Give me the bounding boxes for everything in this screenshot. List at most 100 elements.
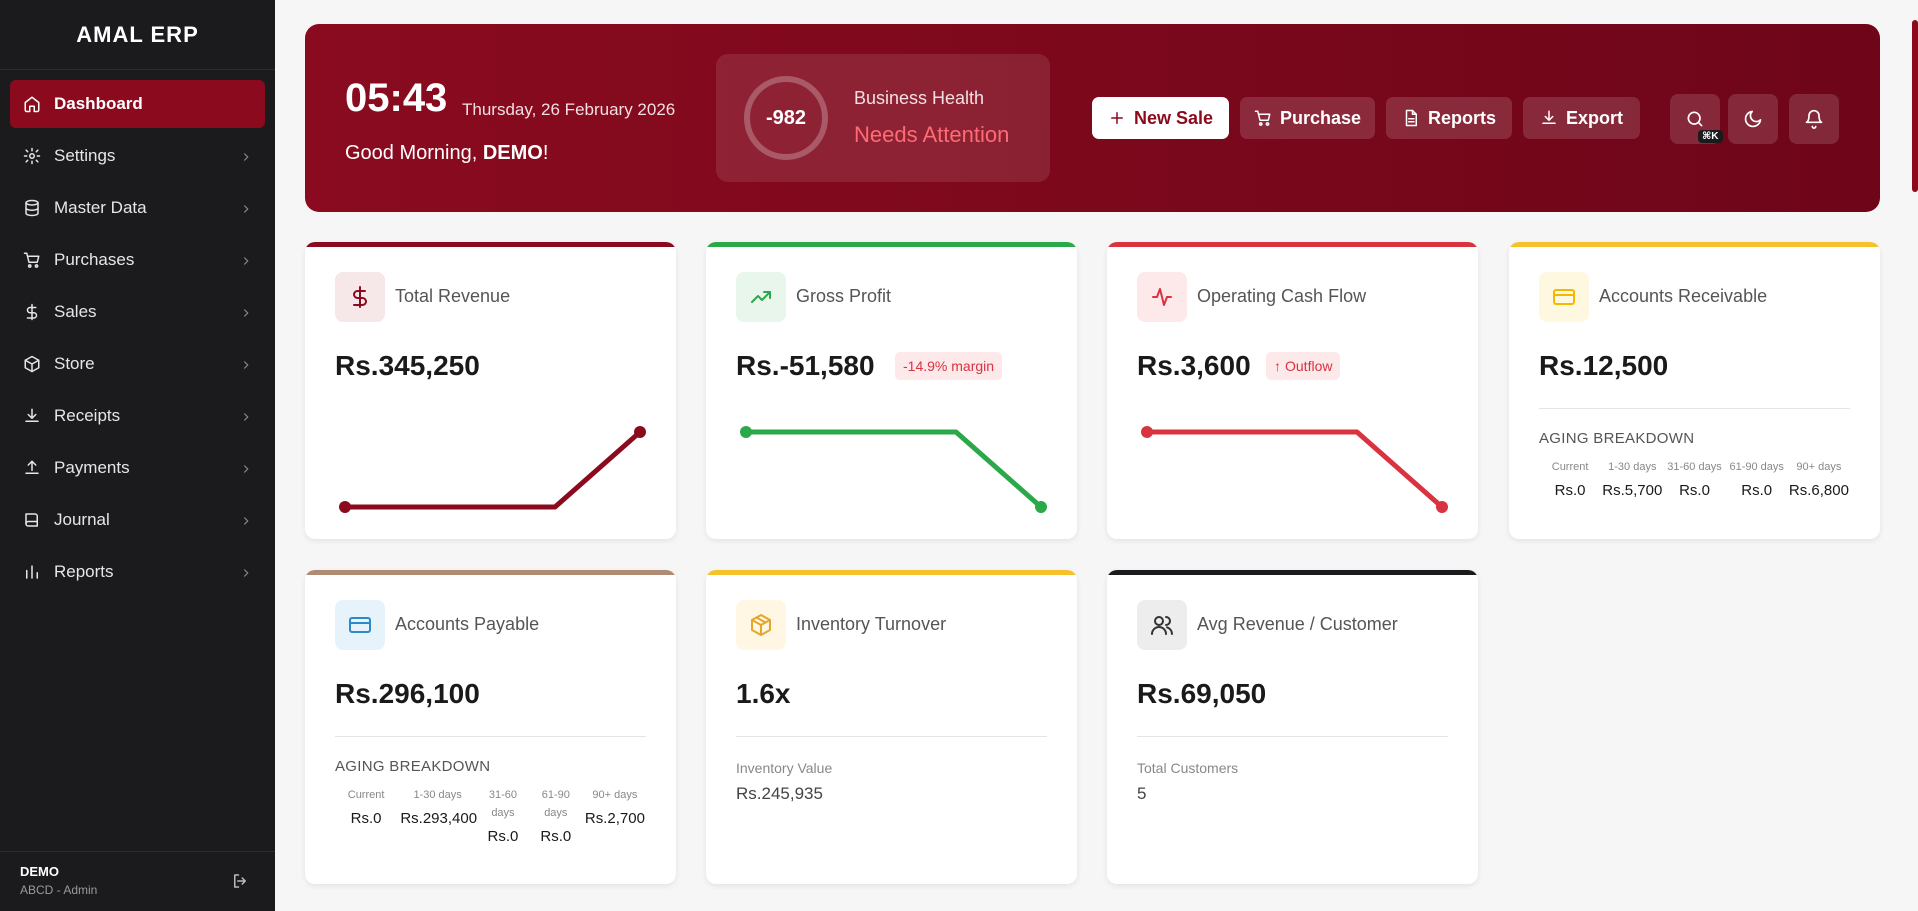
users-icon bbox=[1137, 600, 1187, 650]
chevron-right-icon bbox=[239, 409, 253, 423]
chevron-right-icon bbox=[239, 565, 253, 579]
sparkline-point bbox=[1436, 501, 1448, 513]
sidebar-item-master-data[interactable]: Master Data bbox=[10, 184, 265, 232]
sidebar-item-payments[interactable]: Payments bbox=[10, 444, 265, 492]
aging-value: Rs.2,700 bbox=[584, 810, 645, 827]
document-icon bbox=[1405, 109, 1417, 127]
purchase-button[interactable]: Purchase bbox=[1240, 97, 1375, 139]
card-title: Accounts Payable bbox=[395, 614, 540, 634]
sparkline-point bbox=[1141, 426, 1153, 438]
aging-value: Rs.0 bbox=[1679, 482, 1710, 499]
total-customers-label: Total Customers bbox=[1137, 760, 1239, 776]
card-value: 1.6x bbox=[736, 678, 791, 709]
sidebar-item-label: Purchases bbox=[54, 250, 135, 269]
sidebar-item-label: Store bbox=[54, 354, 95, 373]
card-accent-bar bbox=[706, 570, 1077, 575]
cart-icon bbox=[22, 250, 42, 270]
chevron-right-icon bbox=[239, 253, 253, 267]
card-accent-bar bbox=[305, 242, 676, 247]
card-title: Accounts Receivable bbox=[1599, 286, 1768, 306]
logout-icon[interactable] bbox=[231, 872, 251, 892]
chart-icon bbox=[22, 562, 42, 582]
credit-card-icon bbox=[1539, 272, 1589, 322]
gross-profit-card: Gross Profit Rs.-51,580 -14.9% margin bbox=[706, 242, 1077, 539]
aging-value: Rs.0 bbox=[350, 810, 382, 827]
sidebar-item-label: Sales bbox=[54, 302, 97, 321]
aging-breakdown: Current Rs.0 1-30 days Rs.5,700 31-60 days… bbox=[1539, 458, 1850, 499]
sidebar-item-purchases[interactable]: Purchases bbox=[10, 236, 265, 284]
search-shortcut: ⌘K bbox=[1698, 130, 1723, 143]
search-icon bbox=[1687, 111, 1703, 127]
health-status: Needs Attention bbox=[854, 122, 1010, 147]
activity-icon bbox=[1137, 272, 1187, 322]
new-sale-label: New Sale bbox=[1133, 107, 1214, 128]
sidebar-item-receipts[interactable]: Receipts bbox=[10, 392, 265, 440]
card-value: Rs.69,050 bbox=[1137, 678, 1267, 709]
moon-icon bbox=[1744, 110, 1762, 128]
gear-icon bbox=[22, 146, 42, 166]
aging-title: AGING BREAKDOWN bbox=[335, 758, 491, 775]
sidebar-item-dashboard[interactable]: Dashboard bbox=[10, 80, 265, 128]
user-profile: DEMO ABCD - Admin bbox=[0, 851, 275, 911]
plus-icon bbox=[1110, 112, 1123, 124]
sparkline-point bbox=[740, 426, 752, 438]
download-icon bbox=[22, 406, 42, 426]
operating-cash-flow-card: Operating Cash Flow Rs.3,600 ↑ Outflow bbox=[1107, 242, 1478, 539]
export-button[interactable]: Export bbox=[1523, 97, 1640, 139]
cashflow-sparkline bbox=[1141, 426, 1448, 513]
divider bbox=[1137, 736, 1448, 737]
accounts-receivable-card: Accounts Receivable Rs.12,500 AGING BREA… bbox=[1509, 242, 1880, 539]
sidebar-item-label: Master Data bbox=[54, 198, 147, 217]
notifications-button[interactable] bbox=[1789, 94, 1839, 144]
card-title: Gross Profit bbox=[796, 286, 892, 306]
new-sale-button[interactable]: New Sale bbox=[1092, 97, 1229, 139]
aging-bucket: 31-60 days Rs.0 bbox=[1663, 458, 1725, 499]
aging-value: Rs.5,700 bbox=[1602, 482, 1663, 499]
aging-title: AGING BREAKDOWN bbox=[1539, 430, 1695, 447]
aging-label: Current bbox=[347, 789, 385, 801]
package-icon bbox=[736, 600, 786, 650]
sidebar-item-store[interactable]: Store bbox=[10, 340, 265, 388]
card-accent-bar bbox=[706, 242, 1077, 247]
aging-bucket: 61-90 days Rs.0 bbox=[1726, 458, 1788, 499]
sparkline-point bbox=[339, 501, 351, 513]
search-button[interactable]: ⌘K bbox=[1670, 94, 1723, 144]
aging-value: Rs.0 bbox=[1741, 482, 1773, 499]
theme-toggle-button[interactable] bbox=[1728, 94, 1778, 144]
sidebar-item-sales[interactable]: Sales bbox=[10, 288, 265, 336]
reports-button[interactable]: Reports bbox=[1386, 97, 1512, 139]
scrollbar[interactable] bbox=[1912, 20, 1918, 192]
card-title: Total Revenue bbox=[395, 286, 511, 306]
aging-bucket: 31-60 days Rs.0 bbox=[478, 786, 528, 845]
card-value: Rs.296,100 bbox=[335, 678, 480, 709]
sidebar-item-journal[interactable]: Journal bbox=[10, 496, 265, 544]
cart-icon bbox=[1254, 110, 1271, 126]
current-date: Thursday, 26 February 2026 bbox=[462, 100, 676, 119]
sidebar-item-settings[interactable]: Settings bbox=[10, 132, 265, 180]
sidebar-item-label: Payments bbox=[54, 458, 130, 477]
dollar-icon bbox=[335, 272, 385, 322]
sparkline-path bbox=[345, 430, 642, 510]
sidebar: AMAL ERP Dashboard Settings Master Data … bbox=[0, 0, 275, 911]
revenue-sparkline bbox=[339, 426, 646, 513]
aging-bucket: Current Rs.0 bbox=[335, 786, 397, 845]
home-icon bbox=[22, 94, 42, 114]
card-value: Rs.-51,580 bbox=[736, 350, 875, 381]
chevron-right-icon bbox=[239, 305, 253, 319]
aging-bucket: 1-30 days Rs.5,700 bbox=[1601, 458, 1663, 499]
card-title: Inventory Turnover bbox=[796, 614, 947, 634]
business-health-panel: -982 Business Health Needs Attention bbox=[716, 54, 1050, 182]
aging-bucket: 61-90 days Rs.0 bbox=[531, 786, 581, 845]
divider bbox=[335, 736, 646, 737]
inventory-value-label: Inventory Value bbox=[736, 760, 833, 776]
aging-value: Rs.293,400 bbox=[400, 810, 478, 827]
sidebar-item-reports[interactable]: Reports bbox=[10, 548, 265, 596]
card-accent-bar bbox=[1107, 570, 1478, 575]
brand-logo[interactable]: AMAL ERP bbox=[0, 0, 275, 70]
aging-label: 1-30 days bbox=[1608, 461, 1657, 473]
aging-value: Rs.6,800 bbox=[1788, 482, 1849, 499]
aging-bucket: 90+ days Rs.6,800 bbox=[1788, 458, 1850, 499]
sidebar-item-label: Journal bbox=[54, 510, 110, 529]
sparkline-point bbox=[634, 426, 646, 438]
card-value: Rs.3,600 bbox=[1137, 350, 1251, 381]
